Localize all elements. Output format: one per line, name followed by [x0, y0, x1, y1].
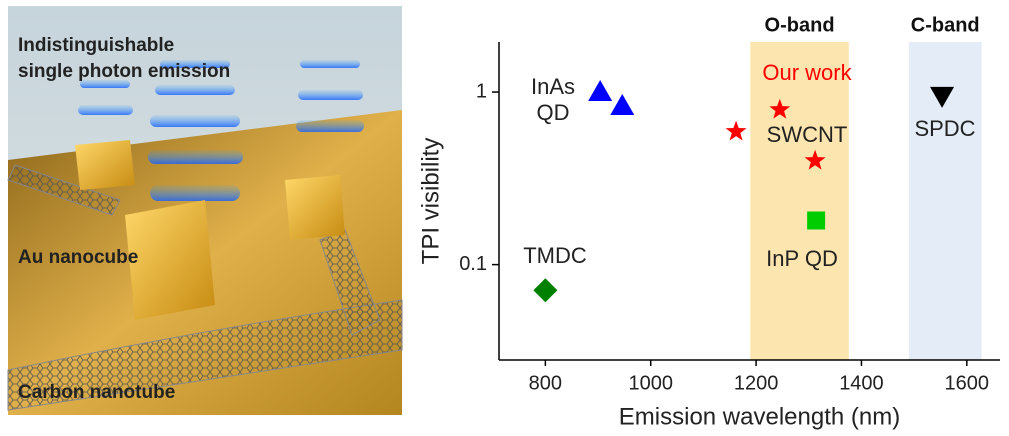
marker [610, 94, 634, 115]
marker [726, 121, 747, 141]
figure: Indistinguishable single photon emission… [0, 0, 1009, 436]
annotation: InP QD [742, 246, 862, 272]
x-tick-label: 1200 [734, 372, 779, 394]
x-tick-label: 1000 [628, 372, 673, 394]
marker [588, 80, 612, 101]
illustration-label: single photon emission [18, 61, 230, 82]
illustration-label: Indistinguishable [18, 35, 174, 56]
annotation: TMDC [510, 243, 600, 269]
band [750, 42, 849, 360]
chart: O-band C-band 800 1000 1200 1400 1600 0.1 1 Emiss… [417, 14, 1000, 430]
y-axis-label: TPI visibility [417, 138, 444, 265]
band-label: O-band [765, 14, 835, 36]
band-label: C-band [911, 14, 980, 36]
annotation: Our work [742, 60, 872, 86]
y-tick-label: 0.1 [459, 253, 487, 275]
x-tick-label: 1600 [945, 372, 990, 394]
x-axis-label: Emission wavelength (nm) [619, 403, 900, 430]
annotation: SPDC [900, 116, 990, 142]
y-tick-label: 1 [476, 80, 487, 102]
annotation: SWCNT [752, 122, 862, 148]
illustration-label: Carbon nanotube [18, 382, 175, 403]
x-tick-label: 800 [529, 372, 562, 394]
marker [533, 278, 557, 302]
illustration-label: Au nanocube [18, 247, 138, 268]
x-tick-label: 1400 [839, 372, 884, 394]
marker [807, 212, 825, 230]
annotation: InAs QD [518, 74, 588, 126]
illustration: Indistinguishable single photon emission… [8, 6, 402, 415]
